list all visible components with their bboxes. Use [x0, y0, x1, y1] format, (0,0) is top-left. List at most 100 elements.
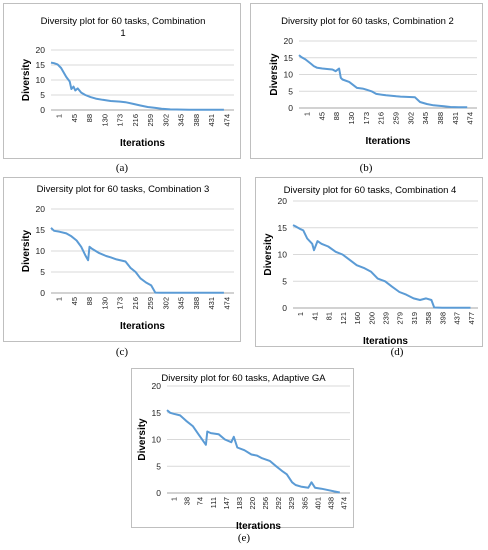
x-tick-label: 345 [177, 114, 186, 127]
x-axis-label: Iterations [363, 336, 408, 347]
x-axis-label: Iterations [120, 321, 165, 332]
y-tick-label: 15 [284, 53, 294, 63]
y-tick-label: 15 [36, 60, 46, 70]
chart-panel-e: Diversity plot for 60 tasks, Adaptive GA… [131, 368, 354, 532]
caption-c: (c) [115, 346, 129, 358]
x-tick-label: 345 [421, 112, 430, 125]
chart-title: Diversity plot for 60 tasks, Combination [41, 16, 206, 27]
diversity-series-line [298, 54, 468, 109]
x-tick-label: 474 [339, 497, 348, 510]
x-tick-label: 329 [287, 497, 296, 510]
x-tick-label: 477 [467, 312, 476, 325]
x-tick-label: 216 [131, 114, 140, 127]
chart-d: Diversity plot for 60 tasks, Combination… [263, 185, 478, 347]
x-tick-label: 216 [131, 297, 140, 310]
x-tick-label: 81 [325, 312, 334, 320]
diversity-series-line [50, 227, 224, 294]
x-tick-label: 41 [310, 312, 319, 320]
x-tick-label: 173 [116, 297, 125, 310]
y-tick-label: 10 [284, 70, 294, 80]
y-axis-label: Diversity [21, 58, 32, 101]
chart-title: Diversity plot for 60 tasks, Combination… [281, 16, 454, 27]
y-tick-label: 0 [288, 103, 293, 113]
y-tick-label: 10 [36, 75, 46, 85]
y-tick-label: 10 [36, 246, 46, 256]
y-tick-label: 0 [40, 105, 45, 115]
x-tick-label: 437 [453, 312, 462, 325]
x-tick-label: 200 [367, 312, 376, 325]
caption-b: (b) [359, 162, 373, 174]
x-tick-label: 121 [339, 312, 348, 325]
chart-title: Diversity plot for 60 tasks, Combination… [37, 184, 210, 195]
y-tick-label: 20 [152, 381, 162, 391]
y-tick-label: 10 [152, 435, 162, 445]
y-tick-label: 0 [156, 488, 161, 498]
y-tick-label: 15 [152, 408, 162, 418]
y-tick-label: 10 [278, 250, 288, 260]
x-tick-label: 1 [302, 112, 311, 116]
x-tick-label: 45 [317, 112, 326, 120]
x-tick-label: 216 [377, 112, 386, 125]
y-tick-label: 0 [282, 303, 287, 313]
chart-title: 1 [120, 28, 125, 39]
x-tick-label: 1 [55, 297, 64, 301]
y-tick-label: 0 [40, 288, 45, 298]
x-tick-label: 160 [353, 312, 362, 325]
y-axis-label: Diversity [269, 53, 280, 96]
diversity-series-line [50, 61, 224, 111]
y-tick-label: 20 [278, 196, 288, 206]
y-tick-label: 5 [40, 267, 45, 277]
chart-panel-a: Diversity plot for 60 tasks, Combination… [3, 3, 241, 159]
x-axis-label: Iterations [236, 521, 281, 529]
y-tick-label: 5 [288, 86, 293, 96]
chart-b: Diversity plot for 60 tasks, Combination… [269, 16, 477, 147]
x-tick-label: 431 [207, 114, 216, 127]
x-tick-label: 279 [396, 312, 405, 325]
x-tick-label: 259 [391, 112, 400, 125]
caption-e: (e) [237, 532, 251, 544]
x-axis-label: Iterations [365, 136, 410, 147]
x-tick-label: 1 [170, 497, 179, 501]
y-tick-label: 5 [282, 276, 287, 286]
chart-a: Diversity plot for 60 tasks, Combination… [21, 16, 234, 149]
x-tick-label: 220 [248, 497, 257, 510]
x-tick-label: 130 [100, 114, 109, 127]
caption-d: (d) [390, 346, 404, 358]
y-tick-label: 5 [40, 90, 45, 100]
x-tick-label: 45 [70, 114, 79, 122]
chart-c: Diversity plot for 60 tasks, Combination… [21, 184, 234, 332]
x-tick-label: 345 [177, 297, 186, 310]
x-tick-label: 239 [382, 312, 391, 325]
x-tick-label: 292 [274, 497, 283, 510]
x-tick-label: 388 [192, 114, 201, 127]
x-tick-label: 147 [222, 497, 231, 510]
y-axis-label: Diversity [21, 229, 32, 272]
y-tick-label: 15 [36, 225, 46, 235]
x-tick-label: 358 [424, 312, 433, 325]
x-tick-label: 302 [406, 112, 415, 125]
x-axis-label: Iterations [120, 138, 165, 149]
x-tick-label: 1 [55, 114, 64, 118]
x-tick-label: 173 [362, 112, 371, 125]
x-tick-label: 259 [146, 114, 155, 127]
chart-panel-c: Diversity plot for 60 tasks, Combination… [3, 177, 241, 342]
x-tick-label: 474 [222, 114, 231, 127]
x-tick-label: 302 [161, 297, 170, 310]
caption-a: (a) [115, 162, 129, 174]
y-tick-label: 15 [278, 223, 288, 233]
x-tick-label: 74 [196, 497, 205, 505]
x-tick-label: 88 [85, 114, 94, 122]
x-tick-label: 398 [438, 312, 447, 325]
x-tick-label: 388 [192, 297, 201, 310]
x-tick-label: 438 [326, 497, 335, 510]
x-tick-label: 45 [70, 297, 79, 305]
x-tick-label: 474 [466, 112, 475, 125]
x-tick-label: 431 [451, 112, 460, 125]
diversity-series-line [166, 409, 340, 494]
chart-title: Diversity plot for 60 tasks, Combination… [284, 185, 457, 196]
chart-panel-d: Diversity plot for 60 tasks, Combination… [255, 177, 483, 347]
y-tick-label: 20 [36, 45, 46, 55]
y-axis-label: Diversity [137, 418, 148, 461]
x-tick-label: 38 [183, 497, 192, 505]
chart-e: Diversity plot for 60 tasks, Adaptive GA… [137, 373, 350, 532]
